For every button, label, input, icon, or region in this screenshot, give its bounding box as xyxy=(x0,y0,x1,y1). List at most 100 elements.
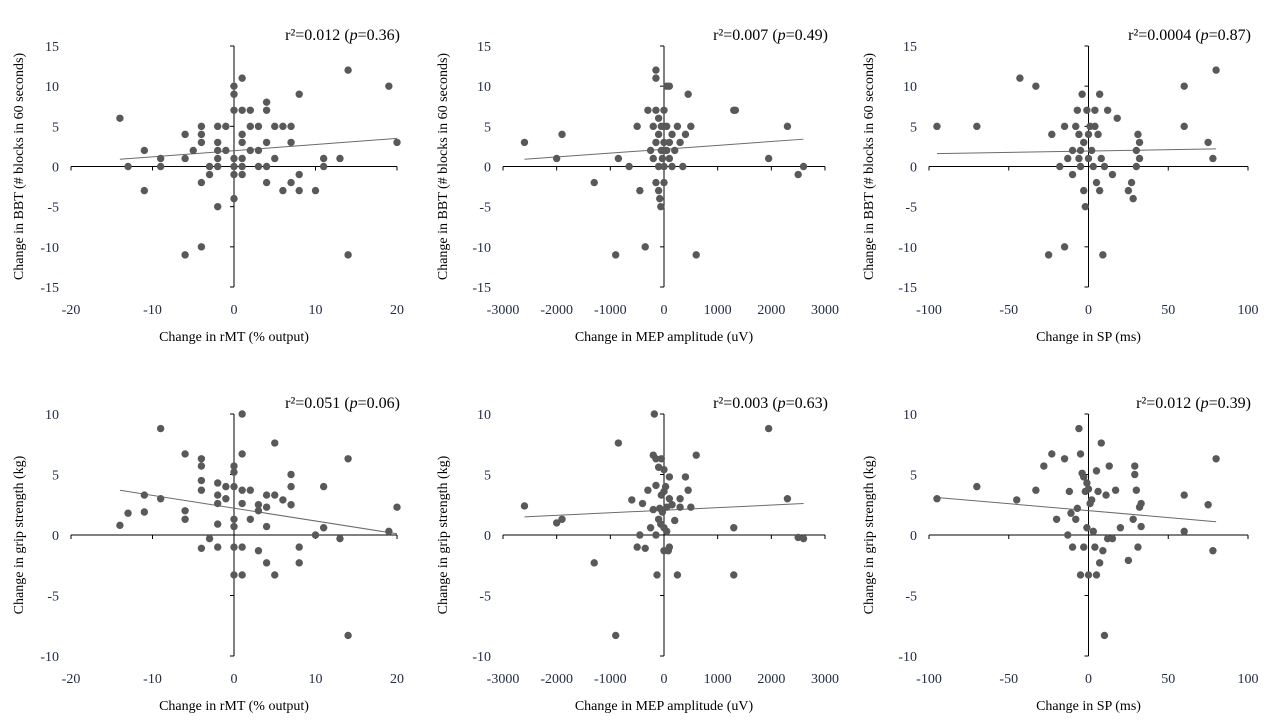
data-point xyxy=(214,138,222,147)
data-point xyxy=(1076,162,1085,171)
data-point xyxy=(287,501,295,509)
y-tick-label: 5 xyxy=(52,120,59,135)
x-tick-label: -50 xyxy=(999,672,1018,687)
x-axis-title: Change in MEP amplitude (uV) xyxy=(575,699,754,714)
data-point xyxy=(140,186,149,195)
data-point xyxy=(181,130,189,139)
data-point xyxy=(262,162,271,171)
data-point xyxy=(1212,66,1220,74)
data-point xyxy=(1103,106,1112,114)
y-tick-label: -5 xyxy=(479,590,491,605)
data-point xyxy=(1060,122,1069,131)
data-point xyxy=(254,501,263,509)
data-point xyxy=(279,186,287,195)
data-point xyxy=(230,170,238,179)
data-point xyxy=(271,491,279,499)
data-point xyxy=(1083,479,1091,487)
data-point xyxy=(676,138,684,147)
data-point xyxy=(246,486,254,494)
data-point xyxy=(1040,462,1048,470)
y-tick-label: 10 xyxy=(477,80,491,95)
data-point xyxy=(238,410,246,418)
data-point xyxy=(295,90,303,98)
x-tick-label: -50 xyxy=(999,303,1018,318)
data-point xyxy=(279,122,287,131)
data-point xyxy=(197,138,206,147)
data-point xyxy=(230,82,238,90)
y-axis-title: Change in grip strength (kg) xyxy=(436,455,451,614)
x-tick-label: 1000 xyxy=(704,303,732,318)
data-point xyxy=(658,154,667,163)
data-point xyxy=(657,455,666,463)
data-point xyxy=(1134,543,1142,551)
r-squared-text: r²=0.012 xyxy=(285,27,340,44)
y-tick-label: -10 xyxy=(472,241,491,256)
data-point xyxy=(262,138,271,147)
open-paren: ( xyxy=(768,395,777,412)
data-point xyxy=(552,154,561,163)
x-axis-title: Change in rMT (% output) xyxy=(159,330,309,345)
data-point xyxy=(262,98,271,106)
data-point xyxy=(1099,251,1107,259)
data-point xyxy=(653,571,661,579)
data-point xyxy=(1016,74,1024,82)
x-axis-title: Change in SP (ms) xyxy=(1036,330,1141,345)
data-point xyxy=(656,194,664,203)
data-point xyxy=(287,470,295,479)
data-point xyxy=(1137,522,1145,531)
stat-annotation: r²=0.003 (p=0.63) xyxy=(713,395,828,412)
data-point xyxy=(197,178,206,187)
data-point xyxy=(1078,90,1086,98)
y-tick-label: -5 xyxy=(479,201,491,216)
data-point xyxy=(1131,470,1139,479)
stat-annotation: r²=0.012 (p=0.36) xyxy=(285,27,400,44)
data-point xyxy=(1135,138,1144,147)
x-tick-label: -3000 xyxy=(487,672,520,687)
data-point xyxy=(197,476,206,485)
data-point xyxy=(238,106,246,114)
data-point xyxy=(650,410,659,418)
data-point xyxy=(1068,543,1077,551)
data-point xyxy=(1092,467,1101,475)
r-squared-text: r²=0.051 xyxy=(285,395,340,412)
data-point xyxy=(230,90,238,98)
data-point xyxy=(246,146,254,155)
data-point xyxy=(520,502,529,510)
data-point xyxy=(612,251,620,259)
data-point xyxy=(254,547,263,555)
data-point xyxy=(665,473,674,481)
data-point xyxy=(1129,194,1137,203)
data-point xyxy=(1097,439,1105,447)
data-point xyxy=(140,146,149,155)
open-paren: ( xyxy=(340,395,349,412)
data-point xyxy=(230,571,238,579)
data-point xyxy=(638,499,647,508)
data-point xyxy=(665,495,674,503)
data-point xyxy=(612,631,620,640)
data-point xyxy=(262,522,271,531)
data-point xyxy=(799,162,808,171)
x-tick-label: 50 xyxy=(1161,672,1175,687)
data-point xyxy=(311,186,320,195)
data-point xyxy=(1092,178,1101,187)
data-point xyxy=(1094,130,1102,139)
data-point xyxy=(799,534,808,543)
data-point xyxy=(687,122,695,131)
data-point xyxy=(156,424,165,433)
close-paren: ) xyxy=(823,27,828,44)
r-squared-text: r²=0.007 xyxy=(713,27,768,44)
data-point xyxy=(646,146,655,155)
data-point xyxy=(652,481,660,490)
data-point xyxy=(660,162,668,171)
data-point xyxy=(124,162,132,171)
data-point xyxy=(1052,515,1061,523)
x-tick-label: -1000 xyxy=(594,672,627,687)
data-point xyxy=(1102,491,1110,499)
data-point xyxy=(246,515,254,523)
x-tick-label: 0 xyxy=(231,303,238,318)
data-point xyxy=(668,501,676,509)
y-tick-label: -15 xyxy=(40,281,59,296)
data-point xyxy=(124,509,132,517)
data-point xyxy=(230,515,238,523)
y-tick-label: 0 xyxy=(52,161,59,176)
